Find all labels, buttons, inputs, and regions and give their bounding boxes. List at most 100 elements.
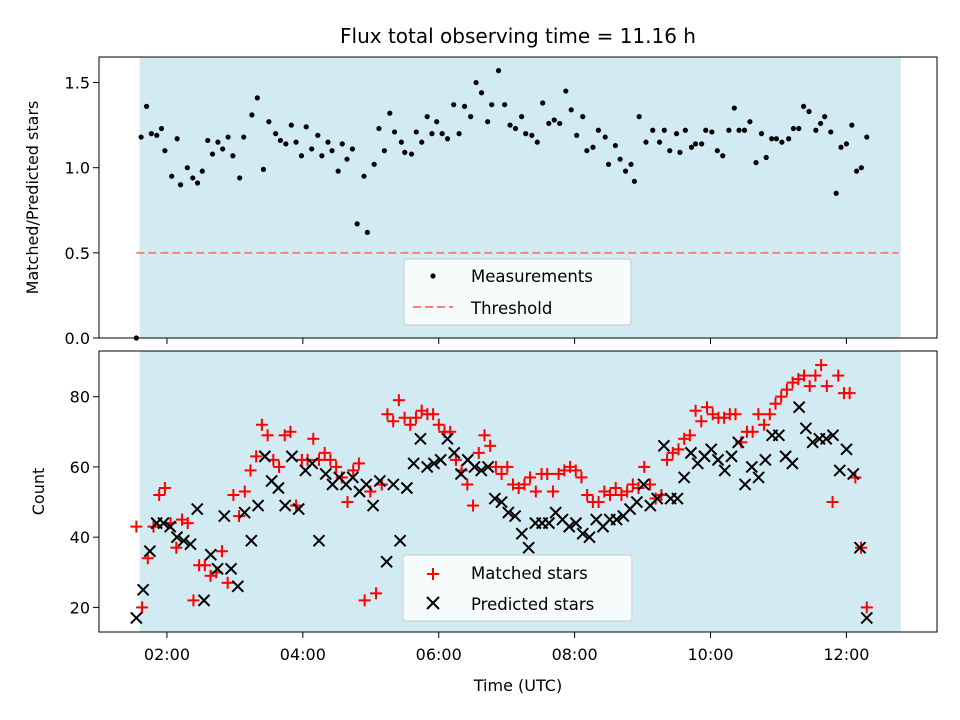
measurement-point <box>303 124 309 130</box>
matched-star-point <box>632 481 645 494</box>
predicted-star-point <box>860 611 873 625</box>
matched-star-point <box>404 418 417 431</box>
measurement-point <box>682 127 688 133</box>
predicted-star-point <box>833 464 846 477</box>
matched-star-point <box>330 460 343 473</box>
measurement-point <box>456 131 462 137</box>
predicted-star-point <box>414 432 427 446</box>
measurement-point <box>478 90 485 96</box>
matched-star-point <box>729 408 742 421</box>
bottom-y-tick-label: 20 <box>70 598 90 617</box>
predicted-star-point <box>278 499 292 512</box>
measurement-point <box>174 136 180 142</box>
predicted-star-point <box>448 446 461 460</box>
predicted-star-point <box>218 509 231 523</box>
measurement-point <box>584 148 590 154</box>
measurement-point <box>434 119 440 125</box>
matched-star-point <box>569 464 582 477</box>
measurement-point <box>254 95 260 101</box>
top-y-ticks: 0.0 0.5 1.0 1.5 <box>65 74 99 348</box>
measurement-point <box>563 88 569 94</box>
measurement-point <box>177 182 184 188</box>
measurement-point <box>519 114 525 120</box>
measurement-point <box>387 110 393 116</box>
measurement-point <box>838 144 844 150</box>
measurement-point <box>249 112 255 118</box>
measurement-point <box>709 129 715 135</box>
matched-star-point <box>409 411 422 424</box>
matched-star-point <box>347 464 360 477</box>
matched-star-point <box>524 471 537 484</box>
matched-star-point <box>815 359 828 372</box>
measurement-point <box>714 148 720 154</box>
measurement-point <box>468 114 474 120</box>
measurement-point <box>540 100 546 106</box>
measurement-point <box>376 125 382 132</box>
matched-star-point <box>244 464 257 477</box>
predicted-star-point <box>258 450 272 463</box>
matched-star-point <box>495 467 508 480</box>
top-y-tick-label: 1.5 <box>65 74 90 93</box>
measurement-point <box>692 141 699 147</box>
measurement-point <box>371 161 377 167</box>
matched-star-point <box>489 460 502 473</box>
x-axis-label: Time (UTC) <box>473 676 562 695</box>
matched-star-point <box>775 390 788 403</box>
matched-star-point <box>370 587 383 600</box>
measurement-point <box>858 165 864 171</box>
matched-star-point <box>621 485 634 498</box>
matched-star-point <box>695 415 708 428</box>
predicted-star-point <box>508 509 522 523</box>
predicted-star-point <box>130 611 143 625</box>
predicted-star-point <box>197 594 211 607</box>
measurement-point <box>277 137 284 144</box>
matched-star-point <box>261 429 274 442</box>
predicted-star-point <box>583 530 596 544</box>
predicted-star-point <box>630 495 644 509</box>
measurement-point <box>688 144 695 150</box>
measurement-point <box>495 68 502 74</box>
matched-star-point <box>255 418 268 431</box>
measurement-point <box>741 127 748 133</box>
predicted-star-point <box>157 516 170 530</box>
matched-star-point <box>215 545 228 558</box>
measurement-point <box>763 154 769 161</box>
predicted-star-point <box>759 453 772 467</box>
predicted-star-point <box>360 478 373 491</box>
predicted-star-point <box>427 457 441 470</box>
x-tick-label: 04:00 <box>280 645 326 664</box>
predicted-star-point <box>481 460 495 474</box>
measurement-point <box>319 153 325 159</box>
measurement-point <box>361 173 367 179</box>
measurement-point <box>364 229 370 236</box>
measurement-point <box>849 122 855 128</box>
predicted-star-point <box>400 481 414 495</box>
matched-star-point <box>758 418 771 431</box>
measurements-series <box>133 68 870 341</box>
predicted-star-point <box>792 400 806 414</box>
legend-matched-label: Matched stars <box>471 564 588 583</box>
matched-star-point <box>341 496 354 509</box>
top-x-ticks <box>166 338 847 344</box>
measurement-point <box>622 168 629 174</box>
matched-star-point <box>478 429 491 442</box>
matched-star-point <box>803 380 816 393</box>
matched-star-point <box>661 453 674 466</box>
predicted-star-point <box>475 464 488 477</box>
predicted-star-point <box>738 478 752 491</box>
measurement-point <box>220 146 226 152</box>
matched-star-point <box>689 404 702 417</box>
measurement-point <box>813 127 819 133</box>
predicted-star-point <box>677 471 691 484</box>
matched-star-point <box>375 478 388 491</box>
matched-star-point <box>432 418 445 431</box>
measurement-point <box>800 103 807 109</box>
predicted-star-point <box>684 446 698 460</box>
predicted-star-point <box>745 460 759 474</box>
matched-star-point <box>324 453 337 466</box>
measurement-point <box>138 134 144 140</box>
matched-star-point <box>752 408 765 421</box>
predicted-star-point <box>786 457 799 470</box>
